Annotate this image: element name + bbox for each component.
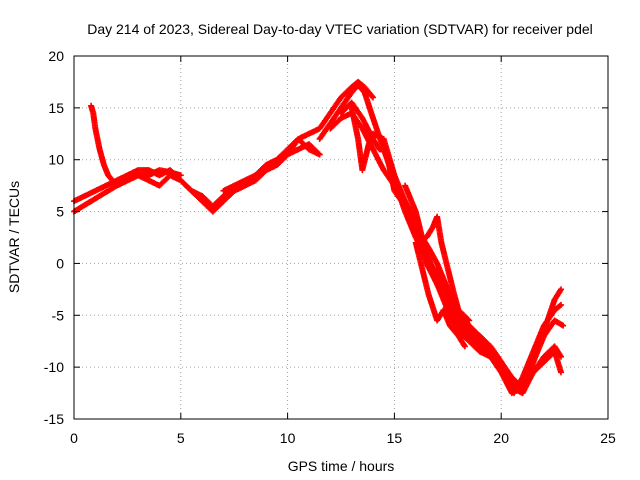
x-tick-label: 10 — [280, 430, 296, 446]
chart-title: Day 214 of 2023, Sidereal Day-to-day VTE… — [87, 21, 593, 37]
data-point — [560, 322, 567, 329]
y-tick-label: -5 — [52, 307, 65, 323]
y-tick-label: 10 — [48, 152, 64, 168]
data-series-track-11 — [220, 135, 323, 194]
x-axis-label: GPS time / hours — [288, 458, 395, 474]
data-point — [177, 172, 184, 179]
data-point — [461, 343, 468, 350]
y-tick-label: 5 — [56, 204, 64, 220]
y-tick-label: -10 — [44, 359, 64, 375]
data-point — [370, 94, 377, 101]
y-axis-label: SDTVAR / TECUs — [6, 181, 22, 293]
data-point — [558, 369, 565, 376]
tick-layer: 0 5 10 15 20 25 -15 -10 -5 0 5 10 15 20 — [44, 48, 616, 446]
data-series-track-8 — [402, 182, 565, 391]
data-point — [316, 151, 323, 158]
y-tick-label: 0 — [56, 255, 64, 271]
data-series-track-9 — [412, 239, 468, 350]
y-tick-label: -15 — [44, 411, 64, 427]
x-tick-label: 20 — [493, 430, 509, 446]
data-series-track-10 — [423, 213, 473, 324]
x-tick-label: 0 — [70, 430, 78, 446]
data-point — [466, 317, 473, 324]
data-point — [558, 353, 565, 360]
data-point — [556, 302, 563, 309]
data-point — [558, 286, 565, 293]
y-tick-label: 15 — [48, 100, 64, 116]
x-tick-label: 25 — [600, 430, 616, 446]
data-point — [369, 93, 376, 100]
data-point — [558, 301, 565, 308]
x-tick-label: 5 — [177, 430, 185, 446]
grid-layer — [74, 56, 608, 419]
data-series-track-7 — [348, 104, 565, 397]
plot-frame — [73, 55, 609, 420]
data-point — [465, 316, 472, 323]
x-tick-label: 15 — [387, 430, 403, 446]
y-tick-label: 20 — [48, 48, 64, 64]
data-series-track-3 — [88, 102, 184, 189]
data-layer — [71, 78, 567, 397]
